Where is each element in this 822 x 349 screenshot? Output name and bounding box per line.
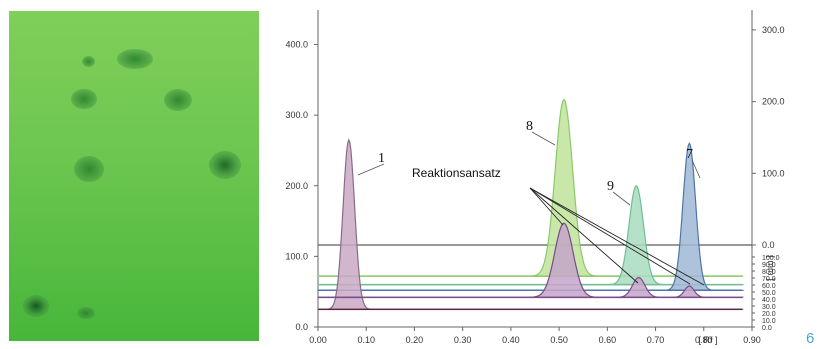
right-tick-label: 200.0 bbox=[762, 97, 785, 107]
tlc-spot bbox=[23, 295, 49, 317]
peak-leader-line bbox=[357, 163, 385, 176]
y-tick-label: 0.0 bbox=[295, 322, 308, 332]
right-tick-label: 100.0 bbox=[762, 168, 785, 178]
x-axis-label: [ Rf ] bbox=[698, 335, 717, 345]
right-axis-unit-label: [ mm ] bbox=[766, 256, 776, 281]
x-tick-label: 0.20 bbox=[406, 335, 424, 345]
x-tick-label: 0.10 bbox=[357, 335, 375, 345]
tlc-spot bbox=[77, 307, 95, 319]
right-lower-tick-label: 60.0 bbox=[762, 283, 776, 290]
tlc-plate-image bbox=[9, 11, 259, 341]
right-lower-tick-label: 20.0 bbox=[762, 311, 776, 318]
right-tick-label: 300.0 bbox=[762, 25, 785, 35]
x-tick-label: 0.80 bbox=[695, 335, 713, 345]
x-tick-label: 0.90 bbox=[743, 335, 761, 345]
annotation-arrow-line bbox=[529, 187, 639, 284]
tlc-spot bbox=[164, 89, 192, 111]
page-number: 6 bbox=[806, 330, 815, 347]
x-tick-label: 0.00 bbox=[309, 335, 327, 345]
right-lower-tick-label: 10.0 bbox=[762, 318, 776, 325]
tlc-spot bbox=[117, 49, 153, 69]
x-tick-label: 0.40 bbox=[502, 335, 520, 345]
x-tick-label: 0.60 bbox=[599, 335, 617, 345]
tlc-spot bbox=[209, 151, 241, 179]
peak-label: 9 bbox=[607, 179, 614, 194]
right-lower-tick-label: 70.0 bbox=[762, 276, 776, 283]
tlc-spot bbox=[74, 156, 104, 182]
annotation-arrow-line bbox=[529, 187, 564, 226]
y-tick-label: 300.0 bbox=[285, 110, 308, 120]
annotation-arrow-line bbox=[529, 187, 691, 285]
peak-label: 8 bbox=[526, 119, 533, 134]
right-lower-tick-label: 0.0 bbox=[762, 325, 772, 332]
peak-leader-line bbox=[531, 131, 556, 146]
y-tick-label: 100.0 bbox=[285, 251, 308, 261]
right-tick-label: 0.0 bbox=[762, 240, 775, 250]
tlc-spot bbox=[82, 56, 95, 67]
right-lower-tick-label: 40.0 bbox=[762, 297, 776, 304]
x-tick-label: 0.30 bbox=[454, 335, 472, 345]
right-lower-tick-label: 50.0 bbox=[762, 290, 776, 297]
y-tick-label: 400.0 bbox=[285, 40, 308, 50]
peak-leader-line bbox=[612, 191, 631, 206]
peak-label: 1 bbox=[378, 151, 385, 166]
y-tick-label: 200.0 bbox=[285, 181, 308, 191]
right-lower-tick-label: 100.0 bbox=[762, 255, 780, 262]
right-lower-tick-label: 30.0 bbox=[762, 304, 776, 311]
peak-leader-line bbox=[691, 159, 701, 179]
peak-label: 7 bbox=[686, 147, 693, 162]
right-lower-tick-label: 80.0 bbox=[762, 269, 776, 276]
reaktionsansatz-annotation: Reaktionsansatz bbox=[412, 166, 501, 180]
right-lower-tick-label: 90.0 bbox=[762, 262, 776, 269]
x-tick-label: 0.70 bbox=[647, 335, 665, 345]
tlc-spot bbox=[71, 89, 97, 109]
x-tick-label: 0.50 bbox=[550, 335, 568, 345]
annotation-arrow-line bbox=[529, 187, 705, 286]
